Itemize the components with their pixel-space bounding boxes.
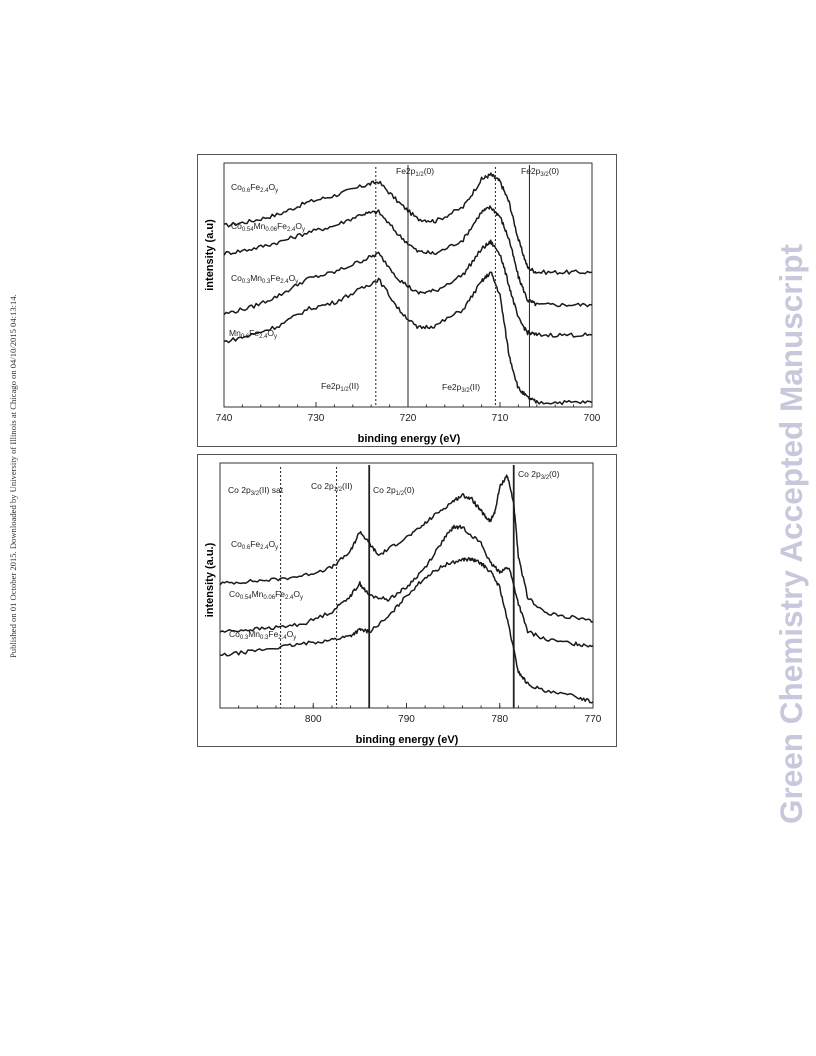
watermark: Green Chemistry Accepted Manuscript bbox=[768, 230, 814, 830]
co-series-line-1 bbox=[219, 524, 594, 648]
co-x-tick-label-1: 790 bbox=[398, 714, 415, 725]
co-plot-frame bbox=[219, 462, 594, 709]
fe-x-tick-label-1: 730 bbox=[308, 413, 325, 424]
fe-series-line-2 bbox=[223, 239, 593, 338]
co-xps-panel: intensity (a.u.) binding energy (eV) Co0… bbox=[197, 454, 617, 747]
fe-series-label-2: Co0.3Mn0.3Fe2.4Oy bbox=[231, 273, 298, 285]
co-ref-label-3: Co 2p3/2(0) bbox=[518, 469, 560, 481]
fe-x-tick-label-3: 710 bbox=[492, 413, 509, 424]
co-series-label-0: Co0.6Fe2.4Oy bbox=[231, 539, 278, 551]
co-x-tick-label-3: 770 bbox=[585, 714, 602, 725]
co-series-line-2 bbox=[219, 557, 594, 704]
fe-ref-label-3: Fe2p3/2(II) bbox=[442, 382, 480, 394]
co-xps-chart: intensity (a.u.) binding energy (eV) Co0… bbox=[204, 462, 602, 746]
co-y-axis-label: intensity (a.u.) bbox=[204, 542, 216, 617]
fe-series-line-0 bbox=[223, 172, 593, 276]
fe-series-line-3 bbox=[223, 271, 593, 406]
fe-series-label-0: Co0.6Fe2.4Oy bbox=[231, 182, 278, 194]
fe-xps-panel: intensity (a.u) binding energy (eV) Co0.… bbox=[197, 154, 617, 447]
co-x-tick-label-2: 780 bbox=[491, 714, 508, 725]
fe-ref-label-2: Fe2p1/2(II) bbox=[321, 381, 359, 393]
watermark-text: Green Chemistry Accepted Manuscript bbox=[773, 243, 809, 824]
co-series-label-1: Co0.54Mn0.06Fe2.4Oy bbox=[229, 589, 303, 601]
co-ref-label-1: Co 2p1/2(II) bbox=[311, 481, 353, 493]
fe-series-line-1 bbox=[223, 205, 593, 308]
publication-note-text: Published on 01 October 2015. Downloaded… bbox=[8, 294, 18, 658]
fe-x-axis-label: binding energy (eV) bbox=[358, 433, 461, 445]
co-x-tick-label-0: 800 bbox=[305, 714, 322, 725]
co-ref-label-0: Co 2p3/2(II) sat bbox=[228, 485, 284, 497]
fe-x-tick-label-4: 700 bbox=[584, 413, 601, 424]
fe-x-tick-label-2: 720 bbox=[400, 413, 417, 424]
co-series-line-0 bbox=[219, 474, 594, 623]
co-ref-label-2: Co 2p1/2(0) bbox=[373, 485, 415, 497]
fe-x-tick-label-0: 740 bbox=[216, 413, 233, 424]
co-x-axis-label: binding energy (eV) bbox=[356, 734, 459, 746]
fe-xps-chart: intensity (a.u) binding energy (eV) Co0.… bbox=[204, 162, 601, 445]
fe-y-axis-label: intensity (a.u) bbox=[204, 219, 216, 291]
publication-note: Published on 01 October 2015. Downloaded… bbox=[4, 198, 20, 658]
fe-reference-labels: Fe2p1/2(0) Fe2p3/2(0) Fe2p1/2(II) Fe2p3/… bbox=[321, 166, 559, 394]
co-reference-labels: Co 2p3/2(II) sat Co 2p1/2(II) Co 2p1/2(0… bbox=[228, 469, 560, 497]
fe-ref-label-1: Fe2p3/2(0) bbox=[521, 166, 559, 178]
fe-ref-label-0: Fe2p1/2(0) bbox=[396, 166, 434, 178]
